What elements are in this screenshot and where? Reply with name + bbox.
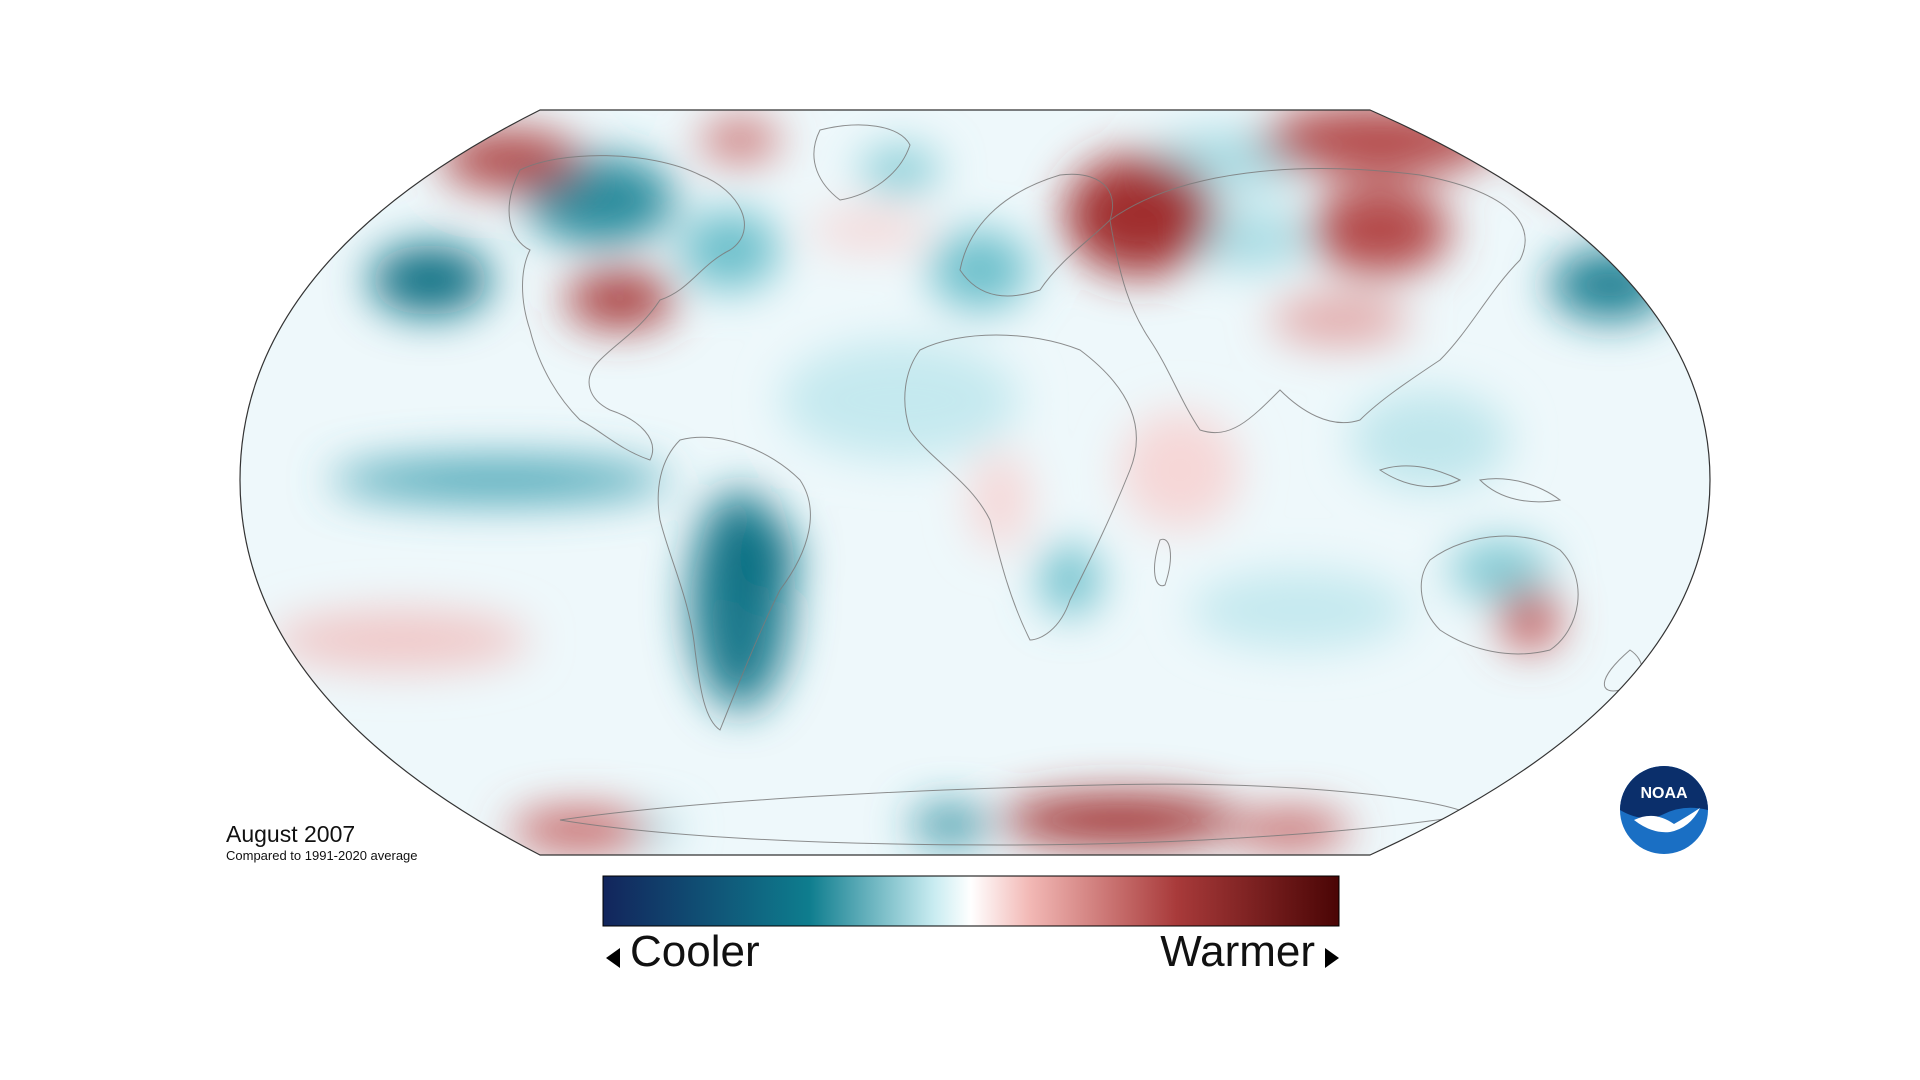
noaa-logo-text: NOAA [1640, 785, 1688, 802]
anomaly-field [240, 110, 1710, 855]
map-subtitle: Compared to 1991-2020 average [226, 848, 418, 863]
legend-cooler-label: Cooler [630, 927, 760, 976]
map-frame [239, 109, 1711, 856]
legend-colorbar [602, 875, 1340, 927]
legend-warmer-label: Warmer [1160, 927, 1315, 976]
noaa-logo-icon: NOAA [1620, 766, 1708, 854]
map-title: August 2007 [226, 821, 356, 847]
left-arrow-icon [606, 948, 620, 968]
right-arrow-icon [1325, 948, 1339, 968]
